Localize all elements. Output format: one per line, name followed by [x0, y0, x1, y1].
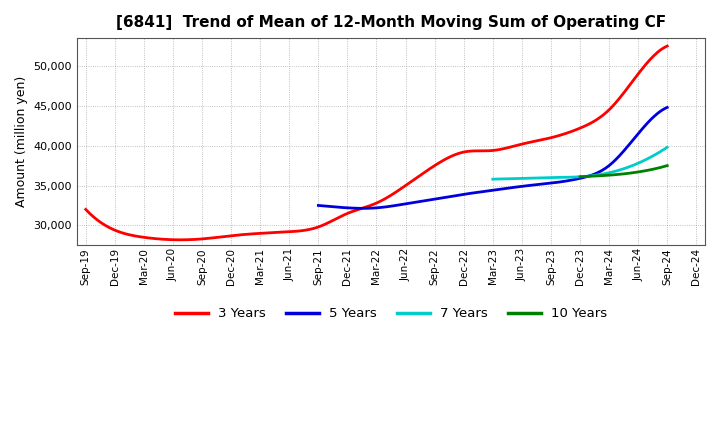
Title: [6841]  Trend of Mean of 12-Month Moving Sum of Operating CF: [6841] Trend of Mean of 12-Month Moving … [116, 15, 666, 30]
Y-axis label: Amount (million yen): Amount (million yen) [15, 76, 28, 207]
Legend: 3 Years, 5 Years, 7 Years, 10 Years: 3 Years, 5 Years, 7 Years, 10 Years [169, 302, 613, 326]
